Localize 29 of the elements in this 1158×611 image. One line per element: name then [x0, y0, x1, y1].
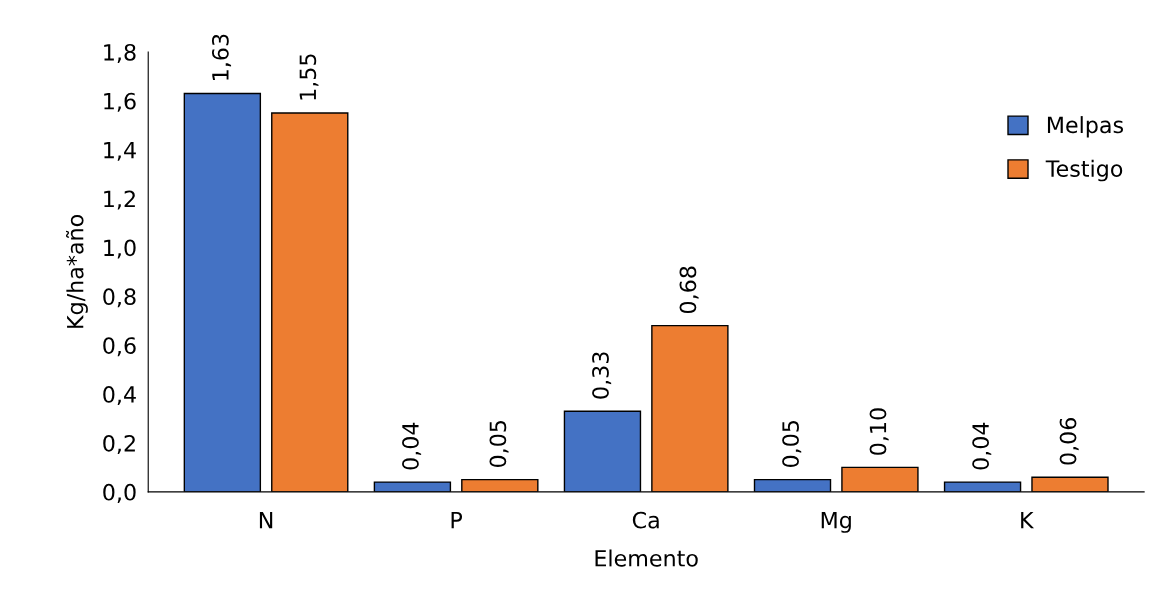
x-axis-title: Elemento: [595, 549, 698, 567]
legend-label: Testigo: [1045, 159, 1123, 182]
x-tick-label: K: [1021, 511, 1035, 529]
y-tick-label: 0,4: [103, 386, 136, 406]
data-label: 0,68: [679, 266, 699, 314]
x-tick-label: P: [451, 511, 463, 529]
data-label: 0,06: [1059, 418, 1079, 465]
legend-label: Melpas: [1047, 116, 1124, 138]
x-tick-label: Mg: [821, 511, 851, 533]
y-tick-label: 1,8: [104, 43, 136, 63]
y-tick-label: 1,0: [104, 239, 136, 259]
data-label: 1,55: [299, 54, 319, 100]
data-label: 0,10: [869, 408, 889, 455]
y-tick-label: 1,2: [104, 190, 135, 210]
y-tick-label: 0,2: [103, 434, 135, 454]
y-tick-label: 0,6: [103, 337, 136, 357]
data-label: 0,05: [782, 420, 802, 468]
y-tick-label: 1,6: [104, 92, 136, 112]
y-axis-title: Kg/ha*año: [66, 214, 88, 328]
y-tick-label: 1,4: [104, 141, 136, 161]
x-tick-label: Ca: [632, 511, 659, 529]
x-tick-label: N: [259, 511, 273, 529]
data-label: 0,04: [402, 422, 422, 470]
data-label: 0,33: [592, 352, 612, 399]
data-label: 0,04: [972, 422, 992, 470]
data-label: 1,63: [211, 34, 232, 80]
y-tick-label: 0,0: [103, 483, 136, 503]
data-label: 0,05: [489, 420, 509, 468]
y-tick-label: 0,8: [103, 288, 136, 308]
